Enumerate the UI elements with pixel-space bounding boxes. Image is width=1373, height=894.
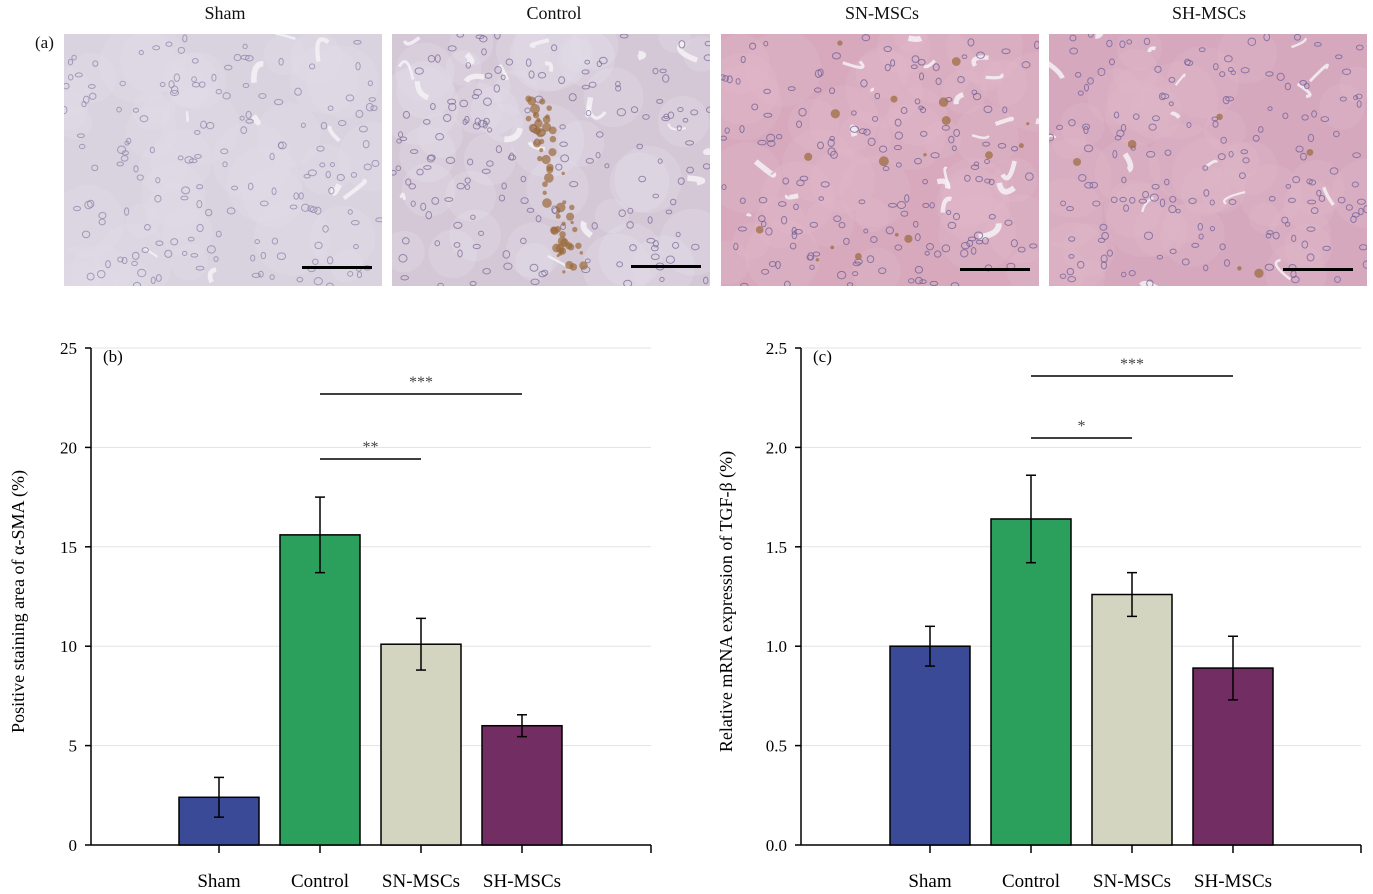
x-tick-label: Sham: [197, 871, 241, 892]
x-tick-label: SH-MSCs: [1194, 871, 1272, 892]
column-title-sh-mscs: SH-MSCs: [1171, 3, 1247, 23]
y-tick-label: 25: [60, 339, 77, 358]
bar-sh-mscs: [481, 724, 563, 846]
column-title-sn-mscs: SN-MSCs: [844, 3, 920, 23]
x-tick-label: Control: [1002, 871, 1060, 892]
x-tick-label: SH-MSCs: [483, 871, 561, 892]
panel-a-letter: (a): [35, 33, 54, 52]
scale-bar: [960, 268, 1030, 271]
y-tick-label: 10: [60, 637, 77, 656]
bar-sn-mscs: [380, 643, 462, 846]
x-tick-label: Control: [291, 871, 349, 892]
significance-label: ***: [409, 374, 433, 391]
x-tick-label: SN-MSCs: [382, 871, 460, 892]
scale-bar: [1283, 268, 1353, 271]
y-tick-label: 5: [69, 737, 78, 756]
micrograph-sh-mscs: [1049, 34, 1367, 286]
scale-bar: [631, 265, 701, 268]
x-tick-label: Sham: [908, 871, 952, 892]
significance-label: ***: [1120, 356, 1144, 373]
y-tick-label: 2.0: [766, 438, 787, 457]
micrograph-sham: [64, 34, 382, 286]
bar-control: [990, 518, 1072, 846]
chart-c-tgf-beta: 0.0 0.5 1.0 1.5 2.0 2.5 Relative mRNA expressi…: [716, 339, 1362, 892]
bar-control: [279, 534, 361, 846]
y-tick-label: 1.5: [766, 538, 787, 557]
micrograph-sn-mscs: [721, 34, 1039, 286]
y-tick-label: 0: [69, 836, 78, 855]
bar-sham: [889, 645, 971, 846]
column-title-sham: Sham: [204, 3, 246, 23]
panel-letter: (b): [103, 347, 123, 366]
column-title-control: Control: [526, 3, 582, 23]
bar-sn-mscs: [1091, 593, 1173, 846]
y-tick-label: 1.0: [766, 637, 787, 656]
y-tick-label: 15: [60, 538, 77, 557]
scale-bar: [302, 266, 372, 269]
panel-letter: (c): [813, 347, 832, 366]
significance-label: **: [363, 439, 379, 456]
significance-label: *: [1078, 418, 1086, 435]
micrograph-control: [392, 34, 710, 286]
y-tick-label: 20: [60, 438, 77, 457]
y-tick-label: 0.5: [766, 737, 787, 756]
chart-b-alpha-sma: 0 5 10 15 20 25 Positive staining area of α-SM…: [8, 339, 652, 892]
y-tick-label: 2.5: [766, 339, 787, 358]
y-tick-label: 0.0: [766, 836, 787, 855]
y-axis-label: Positive staining area of α-SMA (%): [8, 470, 29, 733]
y-axis-label: Relative mRNA expression of TGF-β (%): [716, 451, 737, 752]
bar-sh-mscs: [1192, 667, 1274, 846]
x-tick-label: SN-MSCs: [1093, 871, 1171, 892]
